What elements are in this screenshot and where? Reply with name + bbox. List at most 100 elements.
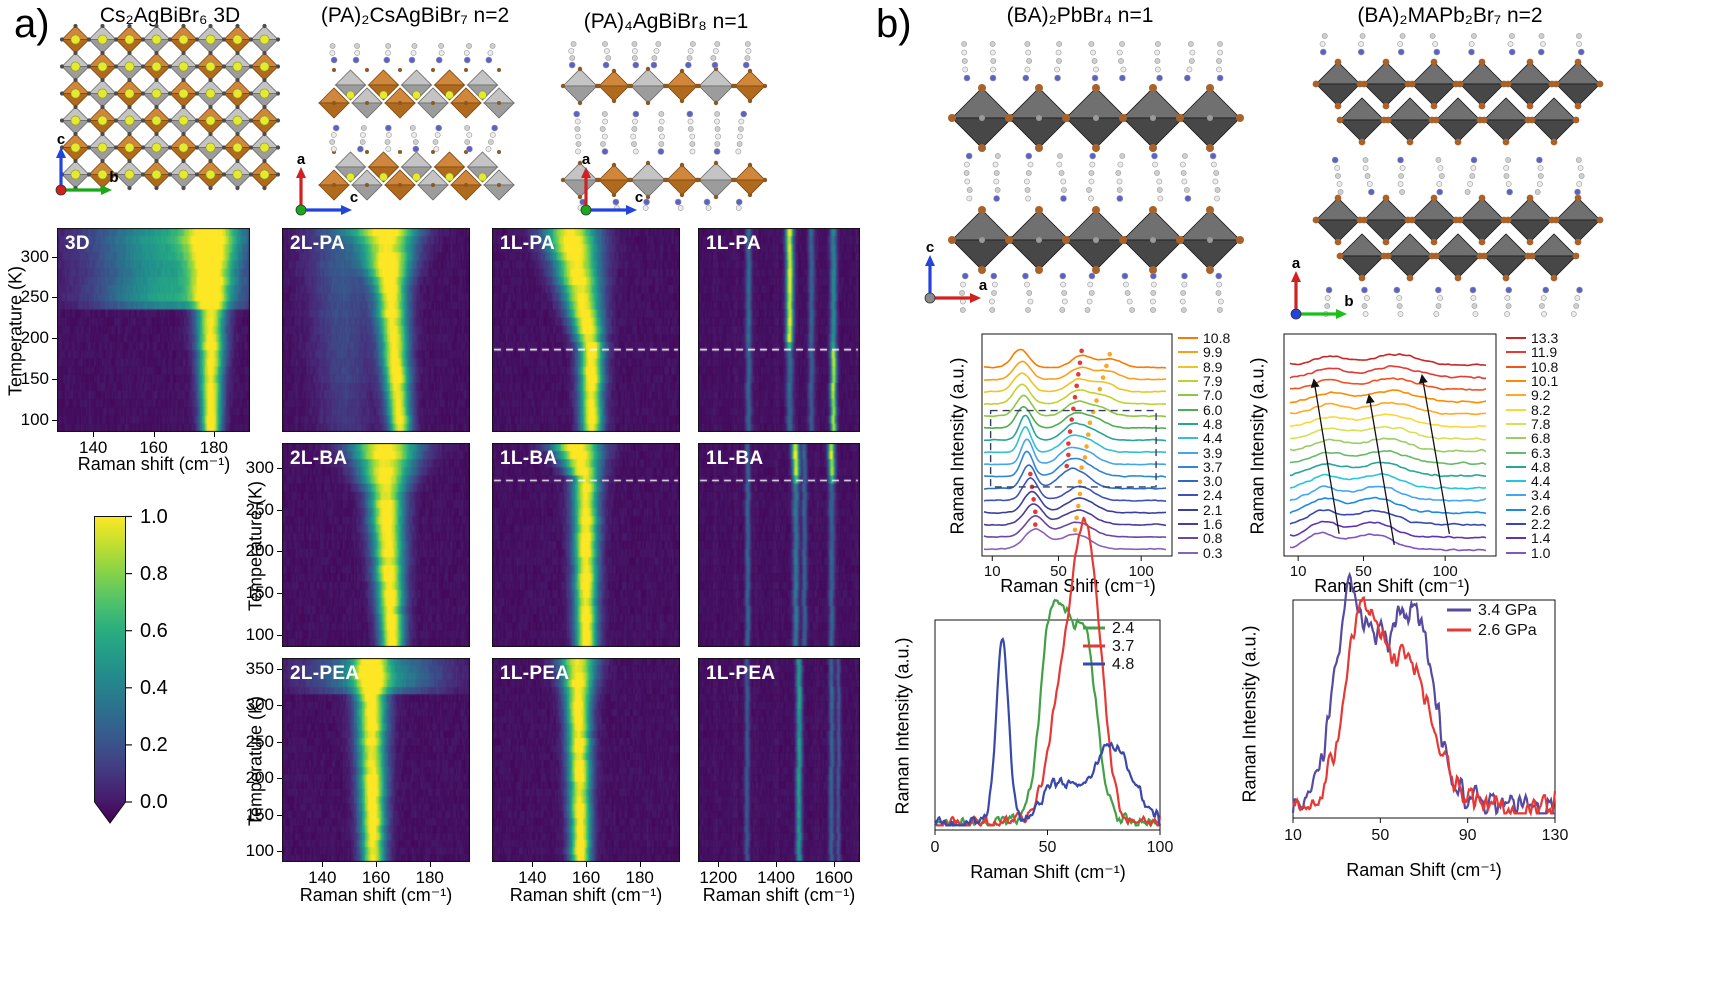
heatmap-hm_1l_ba_hf bbox=[698, 443, 860, 647]
legend-label: 6.0 bbox=[1203, 401, 1223, 418]
legend-label: 8.9 bbox=[1203, 358, 1223, 375]
legend-label: 1.4 bbox=[1531, 530, 1551, 547]
axis-tick bbox=[52, 419, 57, 421]
axis-tick bbox=[213, 432, 215, 437]
pressure-legend-ba-n2: 13.3 11.9 10.8 10.1 9.2 8.2 7.8 6.8 6.3 4.8 4.4 3.4… bbox=[1506, 331, 1558, 560]
crystal-structure-pa4agbibr8 bbox=[560, 41, 768, 211]
legend-item-10.8: 10.8 bbox=[1178, 331, 1230, 345]
legend-swatch bbox=[1178, 523, 1198, 525]
legend-item-0.8: 0.8 bbox=[1178, 531, 1230, 545]
x-tick-label: 160 bbox=[361, 868, 391, 887]
waterfall-plot-wf_ba_n1: 10 50 100 bbox=[981, 333, 1173, 580]
legend-label: 6.3 bbox=[1531, 444, 1551, 461]
legend-swatch bbox=[1506, 380, 1526, 383]
legend-swatch bbox=[1178, 537, 1198, 540]
y-tick-label: 100 bbox=[20, 409, 49, 429]
legend-item-3.9: 3.9 bbox=[1178, 445, 1230, 460]
xaxis-label-cmp-right: Raman Shift (cm⁻¹) bbox=[1346, 860, 1502, 880]
svg-text:c: c bbox=[926, 239, 934, 256]
axis-tick bbox=[277, 741, 282, 743]
axis-tick bbox=[277, 705, 282, 707]
legend-swatch bbox=[1506, 451, 1526, 454]
svg-text:c: c bbox=[350, 189, 358, 206]
legend-item-7.0: 7.0 bbox=[1178, 388, 1230, 402]
legend-label: 10.8 bbox=[1531, 358, 1559, 375]
legend-swatch bbox=[1178, 480, 1198, 483]
xaxis-label-wf-left: Raman Shift (cm⁻¹) bbox=[1000, 576, 1156, 596]
x-tick-label: 1200 bbox=[699, 868, 738, 887]
legend-item-0.3: 0.3 bbox=[1178, 545, 1230, 560]
legend-label: 9.2 bbox=[1531, 387, 1551, 404]
svg-text:50: 50 bbox=[1355, 563, 1372, 580]
legend-label: 10.8 bbox=[1203, 330, 1231, 347]
legend-label: 3.4 bbox=[1531, 487, 1551, 504]
y-tick-label: 200 bbox=[20, 328, 49, 348]
y-tick-label: 300 bbox=[20, 246, 49, 266]
x-tick-label: 140 bbox=[308, 868, 337, 887]
axis-tick bbox=[776, 862, 778, 867]
structure-title-cs2agbibr6: Cs₂AgBiBr₆ 3D bbox=[99, 4, 241, 27]
svg-text:4.8: 4.8 bbox=[1112, 656, 1134, 673]
legend-item-2.1: 2.1 bbox=[1178, 503, 1230, 517]
crystal-structure-pa2csagbibr7 bbox=[318, 43, 515, 201]
legend-item-7.9: 7.9 bbox=[1178, 374, 1230, 388]
legend-label: 7.0 bbox=[1203, 387, 1223, 404]
legend-swatch bbox=[1178, 465, 1198, 468]
x-tick-label: 140 bbox=[79, 438, 108, 457]
axis-triad-4: ab bbox=[1290, 255, 1354, 320]
axis-triad-1: ac bbox=[295, 151, 358, 216]
axis-tick bbox=[52, 338, 57, 340]
colorbar-tick-label: 0.6 bbox=[140, 619, 168, 642]
y-tick-label: 100 bbox=[245, 841, 274, 861]
heatmap-hm_2l_ba bbox=[282, 443, 470, 647]
y-tick-label: 250 bbox=[20, 287, 49, 307]
axis-tick bbox=[532, 862, 534, 867]
x-tick-label: 180 bbox=[199, 438, 228, 457]
yaxis-label-wf-right: Raman Intensity (a.u.) bbox=[1247, 357, 1268, 535]
axis-triad-0: cb bbox=[55, 131, 119, 196]
svg-text:c: c bbox=[635, 189, 643, 206]
xaxis-label-col2: Raman shift (cm⁻¹) bbox=[299, 885, 453, 905]
legend-label: 4.8 bbox=[1203, 415, 1223, 432]
svg-text:100: 100 bbox=[1433, 563, 1458, 580]
svg-text:b: b bbox=[109, 169, 118, 186]
legend-swatch bbox=[1178, 351, 1198, 354]
y-tick-label: 150 bbox=[20, 368, 49, 388]
svg-text:a: a bbox=[297, 151, 306, 168]
legend-item-6.0: 6.0 bbox=[1178, 401, 1230, 418]
crystal-structure-ba2pbbr4 bbox=[948, 41, 1244, 313]
legend-item-10.8: 10.8 bbox=[1506, 360, 1558, 374]
legend-label: 6.8 bbox=[1531, 430, 1551, 447]
legend-swatch bbox=[1178, 508, 1198, 511]
legend-swatch bbox=[1178, 337, 1198, 340]
axis-tick bbox=[639, 862, 641, 867]
legend-swatch bbox=[1506, 494, 1526, 497]
legend-label: 9.9 bbox=[1203, 344, 1223, 361]
legend-swatch bbox=[1178, 408, 1198, 411]
svg-text:10: 10 bbox=[1284, 827, 1302, 844]
svg-text:100: 100 bbox=[1129, 563, 1154, 580]
x-tick-label: 180 bbox=[415, 868, 444, 887]
axis-tick bbox=[277, 467, 282, 469]
svg-text:10: 10 bbox=[984, 563, 1001, 580]
legend-item-2.4: 2.4 bbox=[1178, 488, 1230, 502]
colorbar-tick-label: 0.2 bbox=[140, 733, 168, 756]
y-tick-label: 150 bbox=[245, 804, 274, 824]
y-tick-label: 350 bbox=[245, 658, 274, 678]
colorbar-tick-label: 0.4 bbox=[140, 676, 168, 699]
legend-label: 2.4 bbox=[1203, 487, 1223, 504]
legend-label: 2.6 bbox=[1531, 501, 1551, 518]
heatmap-tag-hm_1l_pea: 1L-PEA bbox=[500, 663, 570, 684]
svg-text:a: a bbox=[1292, 255, 1301, 272]
svg-text:10: 10 bbox=[1290, 563, 1307, 580]
legend-swatch bbox=[1506, 480, 1526, 483]
x-tick-label: 1400 bbox=[757, 868, 796, 887]
svg-text:a: a bbox=[582, 151, 591, 168]
legend-swatch bbox=[1506, 523, 1526, 525]
svg-text:100: 100 bbox=[1147, 839, 1174, 856]
legend-item-1.0: 1.0 bbox=[1506, 545, 1558, 560]
y-tick-label: 250 bbox=[245, 731, 274, 751]
x-tick-label: 180 bbox=[625, 868, 654, 887]
crystal-structure-ba2mapb2br7 bbox=[1312, 33, 1604, 317]
